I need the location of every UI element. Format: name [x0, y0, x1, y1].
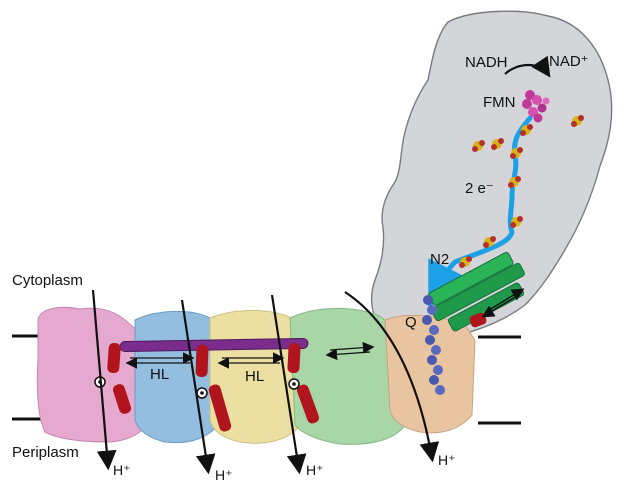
- label-q: Q: [405, 314, 417, 331]
- label-hl-left: HL: [150, 366, 169, 383]
- label-electrons: 2 e⁻: [465, 180, 494, 197]
- proton-pathway-arrows: [91, 289, 440, 475]
- label-proton-2: H⁺: [215, 467, 233, 481]
- lateral-coupling-arrows: [125, 341, 375, 369]
- fes-cluster: [483, 236, 496, 248]
- nadh-oxidation-arrow: [504, 55, 551, 78]
- charged-residue-markers: [94, 376, 300, 399]
- label-fmn: FMN: [483, 94, 516, 111]
- iron-sulfur-clusters: [459, 115, 584, 268]
- label-nad-plus: NAD⁺: [549, 53, 589, 70]
- label-n2: N2: [430, 251, 449, 268]
- membrane-subunit-peach: [384, 314, 476, 434]
- label-proton-4: H⁺: [438, 452, 456, 468]
- fes-cluster: [491, 138, 504, 150]
- fes-cluster: [510, 216, 523, 228]
- membrane-subunit-green: [289, 307, 406, 445]
- fmn-cofactor: [522, 90, 550, 123]
- label-hl-right: HL: [245, 368, 264, 385]
- fes-cluster: [510, 147, 523, 159]
- transmembrane-helices: [107, 342, 320, 432]
- fes-cluster: [508, 176, 521, 188]
- fes-cluster: [520, 124, 533, 136]
- fes-cluster: [472, 140, 485, 152]
- fes-cluster-n2: [459, 256, 472, 268]
- label-cytoplasm: Cytoplasm: [12, 272, 83, 289]
- membrane-subunit-blue: [134, 310, 223, 444]
- label-nadh: NADH: [465, 54, 508, 71]
- label-periplasm: Periplasm: [12, 444, 79, 461]
- conformational-arrow-left: [481, 295, 518, 318]
- label-proton-3: H⁺: [306, 462, 324, 478]
- fes-cluster: [571, 115, 584, 127]
- label-proton-1: H⁺: [113, 462, 131, 478]
- quinone-channel: [422, 295, 445, 395]
